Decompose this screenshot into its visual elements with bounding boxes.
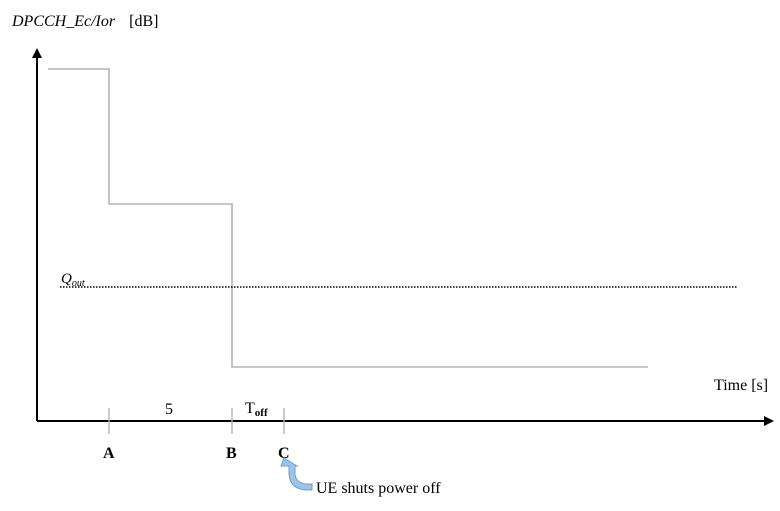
x-axis-title: Time [s] [714, 377, 768, 394]
time-point-b: B [226, 445, 237, 462]
threshold-symbol: Q [61, 271, 72, 287]
toff-subscript: off [255, 407, 268, 419]
interval-a-b-label: 5 [165, 401, 173, 418]
interval-b-c-label: Toff [245, 400, 268, 419]
y-axis-title: DPCCH_Ec/Ior [dB] [11, 13, 158, 30]
threshold-label: Qout [61, 271, 85, 289]
toff-symbol: T [245, 400, 255, 417]
event-label: UE shuts power off [316, 480, 441, 497]
threshold-subscript: out [72, 278, 85, 289]
y-axis-signal-label: DPCCH_Ec/Ior [11, 13, 116, 30]
y-axis-unit-label: [dB] [129, 13, 158, 30]
time-point-a: A [103, 445, 115, 462]
curved-arrow-icon [280, 457, 313, 491]
signal-step-curve [48, 68, 648, 368]
time-point-c: C [278, 445, 290, 462]
